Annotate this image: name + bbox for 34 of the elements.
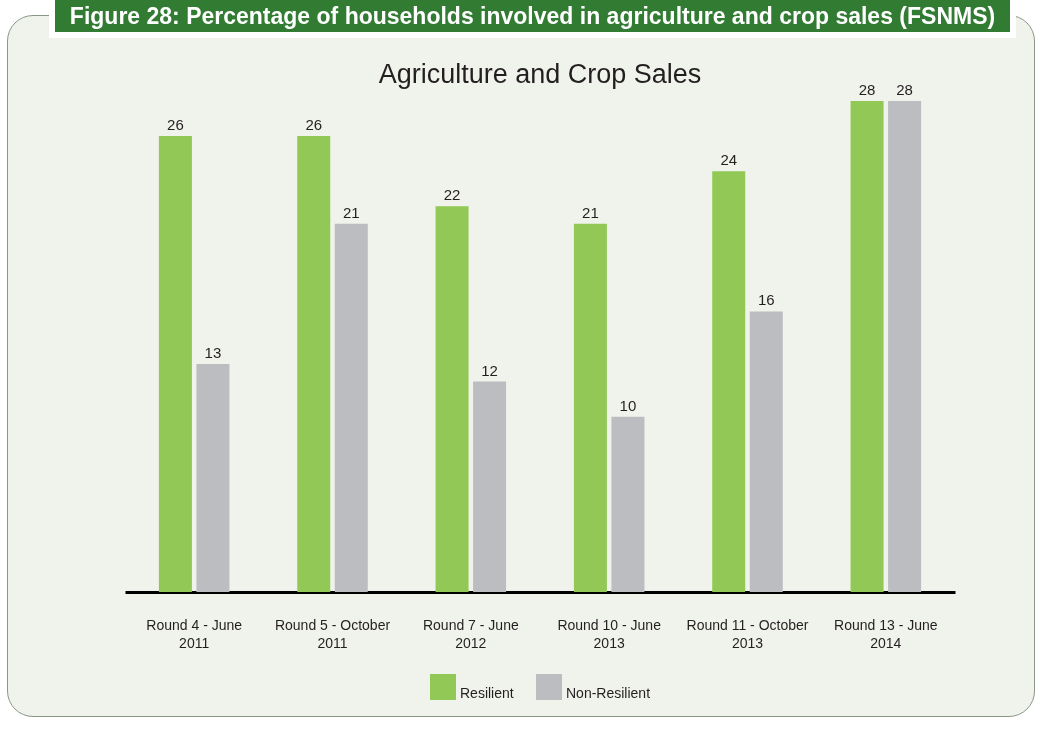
bar: [573, 223, 607, 592]
data-label: 21: [342, 203, 360, 221]
legend-label: Resilient: [460, 685, 514, 701]
chart-subtitle: Agriculture and Crop Sales: [378, 59, 702, 89]
data-label: 26: [167, 116, 184, 134]
x-tick-label: Round 13 - June 2014: [834, 616, 938, 651]
data-label: 12: [481, 361, 498, 379]
bar: [749, 311, 783, 592]
legend-label: Non-Resilient: [566, 685, 651, 701]
x-tick-label: Round 4 - June 2011: [146, 616, 243, 651]
bar: [297, 136, 331, 592]
bar: [196, 364, 230, 592]
data-label: 24: [720, 151, 738, 169]
bar: [888, 101, 922, 592]
bar: [611, 416, 645, 592]
x-tick-label: Round 10 - June 2013: [557, 616, 662, 651]
x-tick-label: Round 7 - June 2012: [422, 616, 519, 651]
bar: [334, 223, 368, 592]
data-label: 28: [896, 81, 913, 98]
x-tick-label: Round 11 - October 2013: [686, 616, 809, 651]
data-label: 21: [582, 203, 599, 221]
data-label: 28: [858, 81, 876, 98]
bar: [850, 101, 884, 592]
bar: [435, 206, 469, 592]
data-label: 22: [443, 186, 461, 204]
x-tick-label: Round 5 - October 2011: [274, 616, 391, 651]
data-label: 16: [757, 291, 775, 309]
data-label: 26: [305, 116, 323, 134]
bar: [158, 136, 192, 592]
bar: [712, 171, 746, 592]
data-label: 10: [619, 396, 637, 414]
chart-title: Figure 28: Percentage of households involved in agriculture and crop sales (FSNMS): [55, 0, 1010, 32]
data-label: 13: [204, 344, 222, 362]
bar: [473, 381, 507, 592]
